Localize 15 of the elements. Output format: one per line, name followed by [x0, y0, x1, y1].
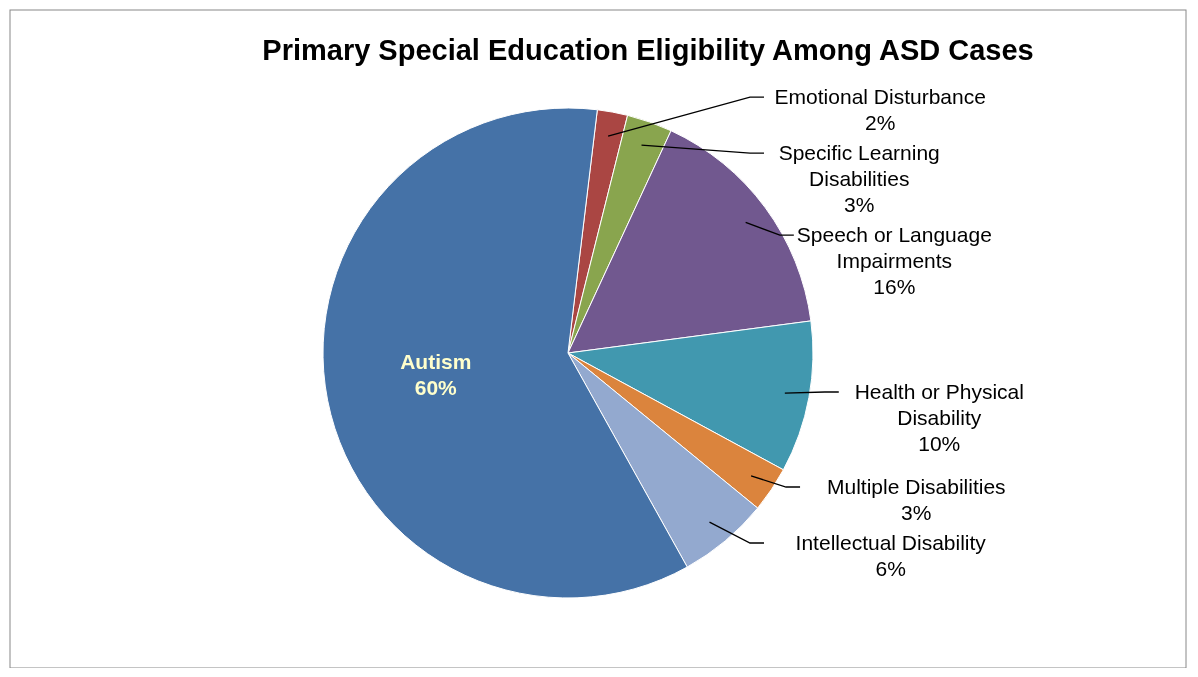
- data-label: 3%: [901, 501, 932, 525]
- data-label: 60%: [414, 376, 458, 399]
- data-label: 6%: [875, 557, 906, 581]
- chart-title: Primary Special Education Eligibility Among ASD Cases: [262, 34, 1034, 66]
- data-label: 2%: [865, 111, 896, 135]
- data-label: 3%: [844, 193, 875, 217]
- data-label: 10%: [918, 432, 961, 455]
- slice-label: Autism: [400, 350, 472, 373]
- slice-label: Specific Learning Disabilities: [778, 141, 940, 191]
- slice-label: Emotional Disturbance: [774, 85, 986, 109]
- data-label: 16%: [873, 275, 916, 299]
- slice-label: Intellectual Disability: [795, 531, 987, 555]
- slice-label: Multiple Disabilities: [827, 475, 1006, 499]
- slice-label: Health or Physical Disability: [854, 380, 1024, 429]
- slice-label: Speech or Language Impairments: [796, 223, 992, 273]
